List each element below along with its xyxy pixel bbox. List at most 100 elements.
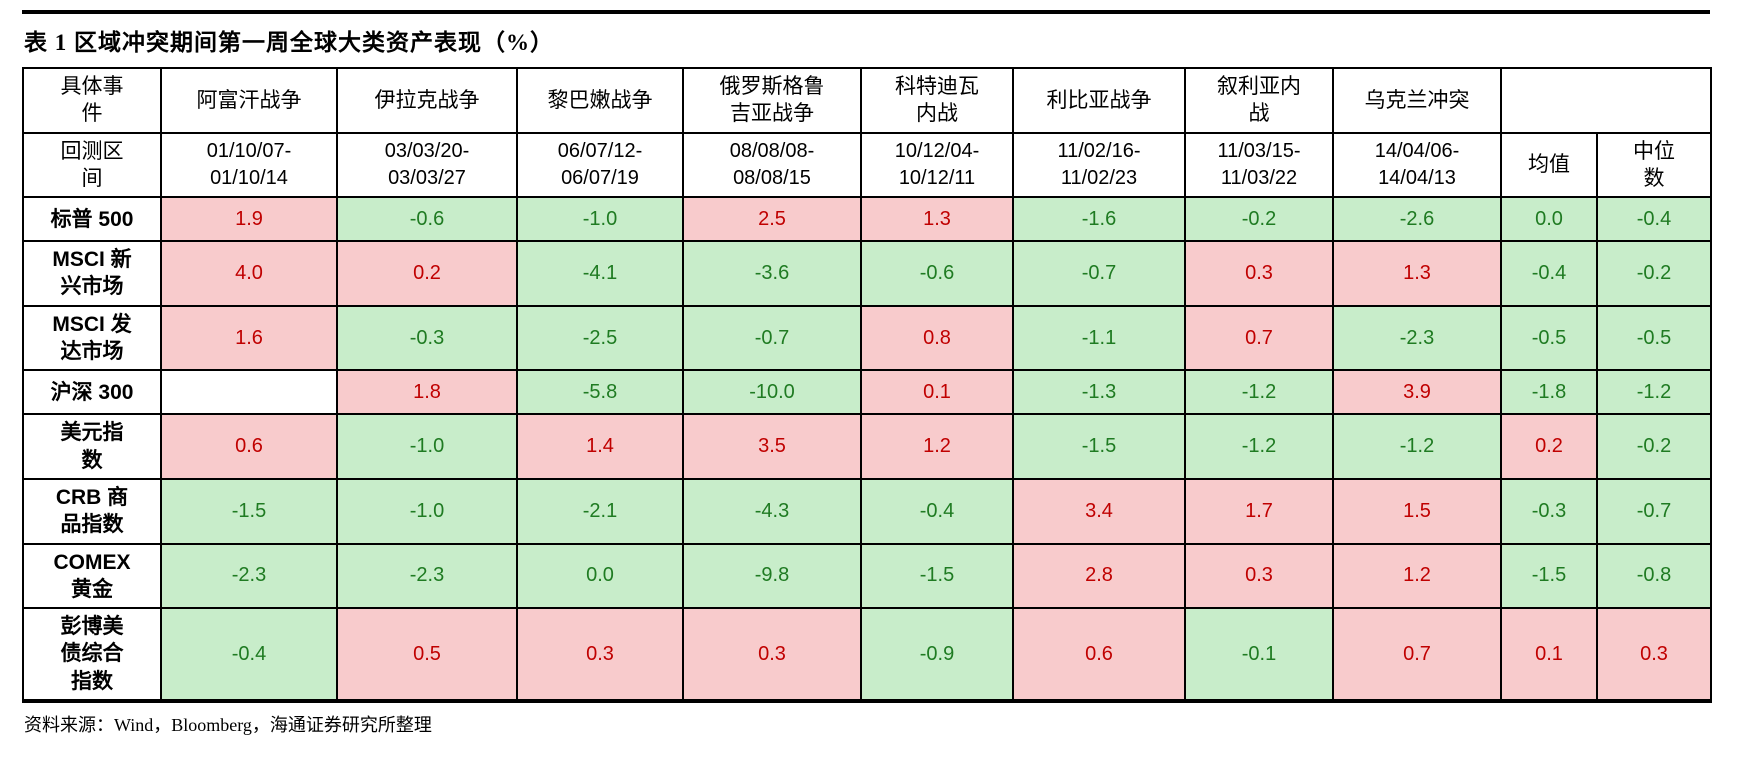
table-row: 美元指 数 0.6 -1.0 1.4 3.5 1.2 -1.5 -1.2 -1.2 0.2 -0.2: [22, 413, 1712, 480]
value-cell: 4.0: [160, 240, 338, 307]
period-header: 11/03/15- 11/03/22: [1184, 131, 1334, 199]
value-cell: -2.6: [1332, 196, 1502, 243]
value-cell: -1.2: [1184, 369, 1334, 416]
value-cell: -1.5: [1500, 542, 1598, 610]
event-header: 俄罗斯格鲁 吉亚战争: [682, 67, 862, 134]
value-cell: -0.6: [860, 240, 1014, 307]
table-row: MSCI 发 达市场 1.6 -0.3 -2.5 -0.7 0.8 -1.1 0.7 -2.3-…: [22, 304, 1712, 372]
title-top-rule: [22, 10, 1710, 14]
value-cell: 0.1: [860, 369, 1014, 416]
value-cell: -2.3: [336, 542, 518, 610]
value-cell: -0.5: [1500, 304, 1598, 372]
asset-label: CRB 商 品指数: [22, 477, 162, 545]
value-cell: -10.0: [682, 369, 862, 416]
value-cell: -0.1: [1184, 607, 1334, 703]
value-cell: 2.5: [682, 196, 862, 243]
value-cell: -0.3: [1500, 477, 1598, 545]
value-cell: -0.8: [1596, 542, 1712, 610]
value-cell: -1.2: [1184, 413, 1334, 480]
period-header-row: 回测区 间 01/10/07- 01/10/14 03/03/20- 03/03/…: [22, 131, 1712, 199]
value-cell: 1.3: [860, 196, 1014, 243]
value-cell: -0.4: [860, 477, 1014, 545]
value-cell: -1.5: [860, 542, 1014, 610]
value-cell: 0.6: [160, 413, 338, 480]
value-cell: 3.4: [1012, 477, 1186, 545]
value-cell: 0.3: [1184, 240, 1334, 307]
event-header: 叙利亚内 战: [1184, 67, 1334, 134]
value-cell: 3.5: [682, 413, 862, 480]
event-header: 伊拉克战争: [336, 67, 518, 134]
event-header: 黎巴嫩战争: [516, 67, 684, 134]
table-row: MSCI 新 兴市场 4.0 0.2 -4.1 -3.6 -0.6 -0.7 0.3 1.3 -0…: [22, 240, 1712, 307]
period-header: 03/03/20- 03/03/27: [336, 131, 518, 199]
value-cell: 0.7: [1332, 607, 1502, 703]
mean-header: 均值: [1500, 131, 1598, 199]
value-cell: 0.0: [1500, 196, 1598, 243]
period-header: 11/02/16- 11/02/23: [1012, 131, 1186, 199]
value-cell: -1.3: [1012, 369, 1186, 416]
value-cell: -2.5: [516, 304, 684, 372]
event-header-row: 具体事 件 阿富汗战争 伊拉克战争 黎巴嫩战争 俄罗斯格鲁 吉亚战争 科特迪瓦 内战 利比…: [22, 67, 1712, 134]
corner-event-label: 具体事 件: [22, 67, 162, 134]
source-note: 资料来源：Wind，Bloomberg，海通证券研究所整理: [24, 715, 432, 736]
value-cell: -1.5: [1012, 413, 1186, 480]
value-cell: 1.6: [160, 304, 338, 372]
corner-period-label: 回测区 间: [22, 131, 162, 199]
period-header: 10/12/04- 10/12/11: [860, 131, 1014, 199]
value-cell: 2.8: [1012, 542, 1186, 610]
value-cell: -1.6: [1012, 196, 1186, 243]
value-cell: 0.2: [336, 240, 518, 307]
value-cell: 0.2: [1500, 413, 1598, 480]
asset-label: MSCI 新 兴市场: [22, 240, 162, 307]
period-header: 06/07/12- 06/07/19: [516, 131, 684, 199]
table-row: 彭博美 债综合 指数 -0.4 0.5 0.3 0.3 -0.9 0.6 -0.1 0.7 0.1…: [22, 607, 1712, 703]
value-cell: -1.2: [1332, 413, 1502, 480]
value-cell: -0.4: [1596, 196, 1712, 243]
event-header: 利比亚战争: [1012, 67, 1186, 134]
value-cell: 1.7: [1184, 477, 1334, 545]
period-header: 08/08/08- 08/08/15: [682, 131, 862, 199]
value-cell: -2.1: [516, 477, 684, 545]
value-cell: -0.9: [860, 607, 1014, 703]
event-header: 阿富汗战争: [160, 67, 338, 134]
value-cell: -1.2: [1596, 369, 1712, 416]
value-cell: 0.3: [682, 607, 862, 703]
value-cell: -1.0: [336, 477, 518, 545]
value-cell: -0.5: [1596, 304, 1712, 372]
table-row: 沪深 300 1.8 -5.8 -10.0 0.1 -1.3 -1.2 3.9 -1.8 -1.2: [22, 369, 1712, 416]
table-body: 标普 500 1.9 -0.6 -1.0 2.5 1.3 -1.6 -0.2 -2.6 0.0 -0…: [22, 196, 1712, 703]
value-cell: 0.7: [1184, 304, 1334, 372]
value-cell: -1.1: [1012, 304, 1186, 372]
value-cell: 0.5: [336, 607, 518, 703]
value-cell: -0.7: [1012, 240, 1186, 307]
value-cell: -5.8: [516, 369, 684, 416]
value-cell: 0.6: [1012, 607, 1186, 703]
asset-label: 彭博美 债综合 指数: [22, 607, 162, 703]
value-cell: 0.3: [1184, 542, 1334, 610]
value-cell: -1.8: [1500, 369, 1598, 416]
value-cell: 0.3: [1596, 607, 1712, 703]
asset-label: 沪深 300: [22, 369, 162, 416]
value-cell: -0.4: [1500, 240, 1598, 307]
value-cell: 0.3: [516, 607, 684, 703]
value-cell: -1.0: [516, 196, 684, 243]
event-header: 乌克兰冲突: [1332, 67, 1502, 134]
value-cell: 1.2: [860, 413, 1014, 480]
table-row: 标普 500 1.9 -0.6 -1.0 2.5 1.3 -1.6 -0.2 -2.6 0.0 -0…: [22, 196, 1712, 243]
value-cell: -1.0: [336, 413, 518, 480]
asset-performance-table: 具体事 件 阿富汗战争 伊拉克战争 黎巴嫩战争 俄罗斯格鲁 吉亚战争 科特迪瓦 内战 利比…: [22, 67, 1712, 704]
value-cell: 3.9: [1332, 369, 1502, 416]
value-cell: 1.9: [160, 196, 338, 243]
value-cell: -0.6: [336, 196, 518, 243]
value-cell: 1.5: [1332, 477, 1502, 545]
event-header: 科特迪瓦 内战: [860, 67, 1014, 134]
value-cell: -0.2: [1596, 413, 1712, 480]
value-cell: 0.1: [1500, 607, 1598, 703]
value-cell: 0.8: [860, 304, 1014, 372]
value-cell: [160, 369, 338, 416]
value-cell: 1.2: [1332, 542, 1502, 610]
period-header: 14/04/06- 14/04/13: [1332, 131, 1502, 199]
median-header: 中位 数: [1596, 131, 1712, 199]
table-title: 表 1 区域冲突期间第一周全球大类资产表现（%）: [24, 30, 554, 55]
